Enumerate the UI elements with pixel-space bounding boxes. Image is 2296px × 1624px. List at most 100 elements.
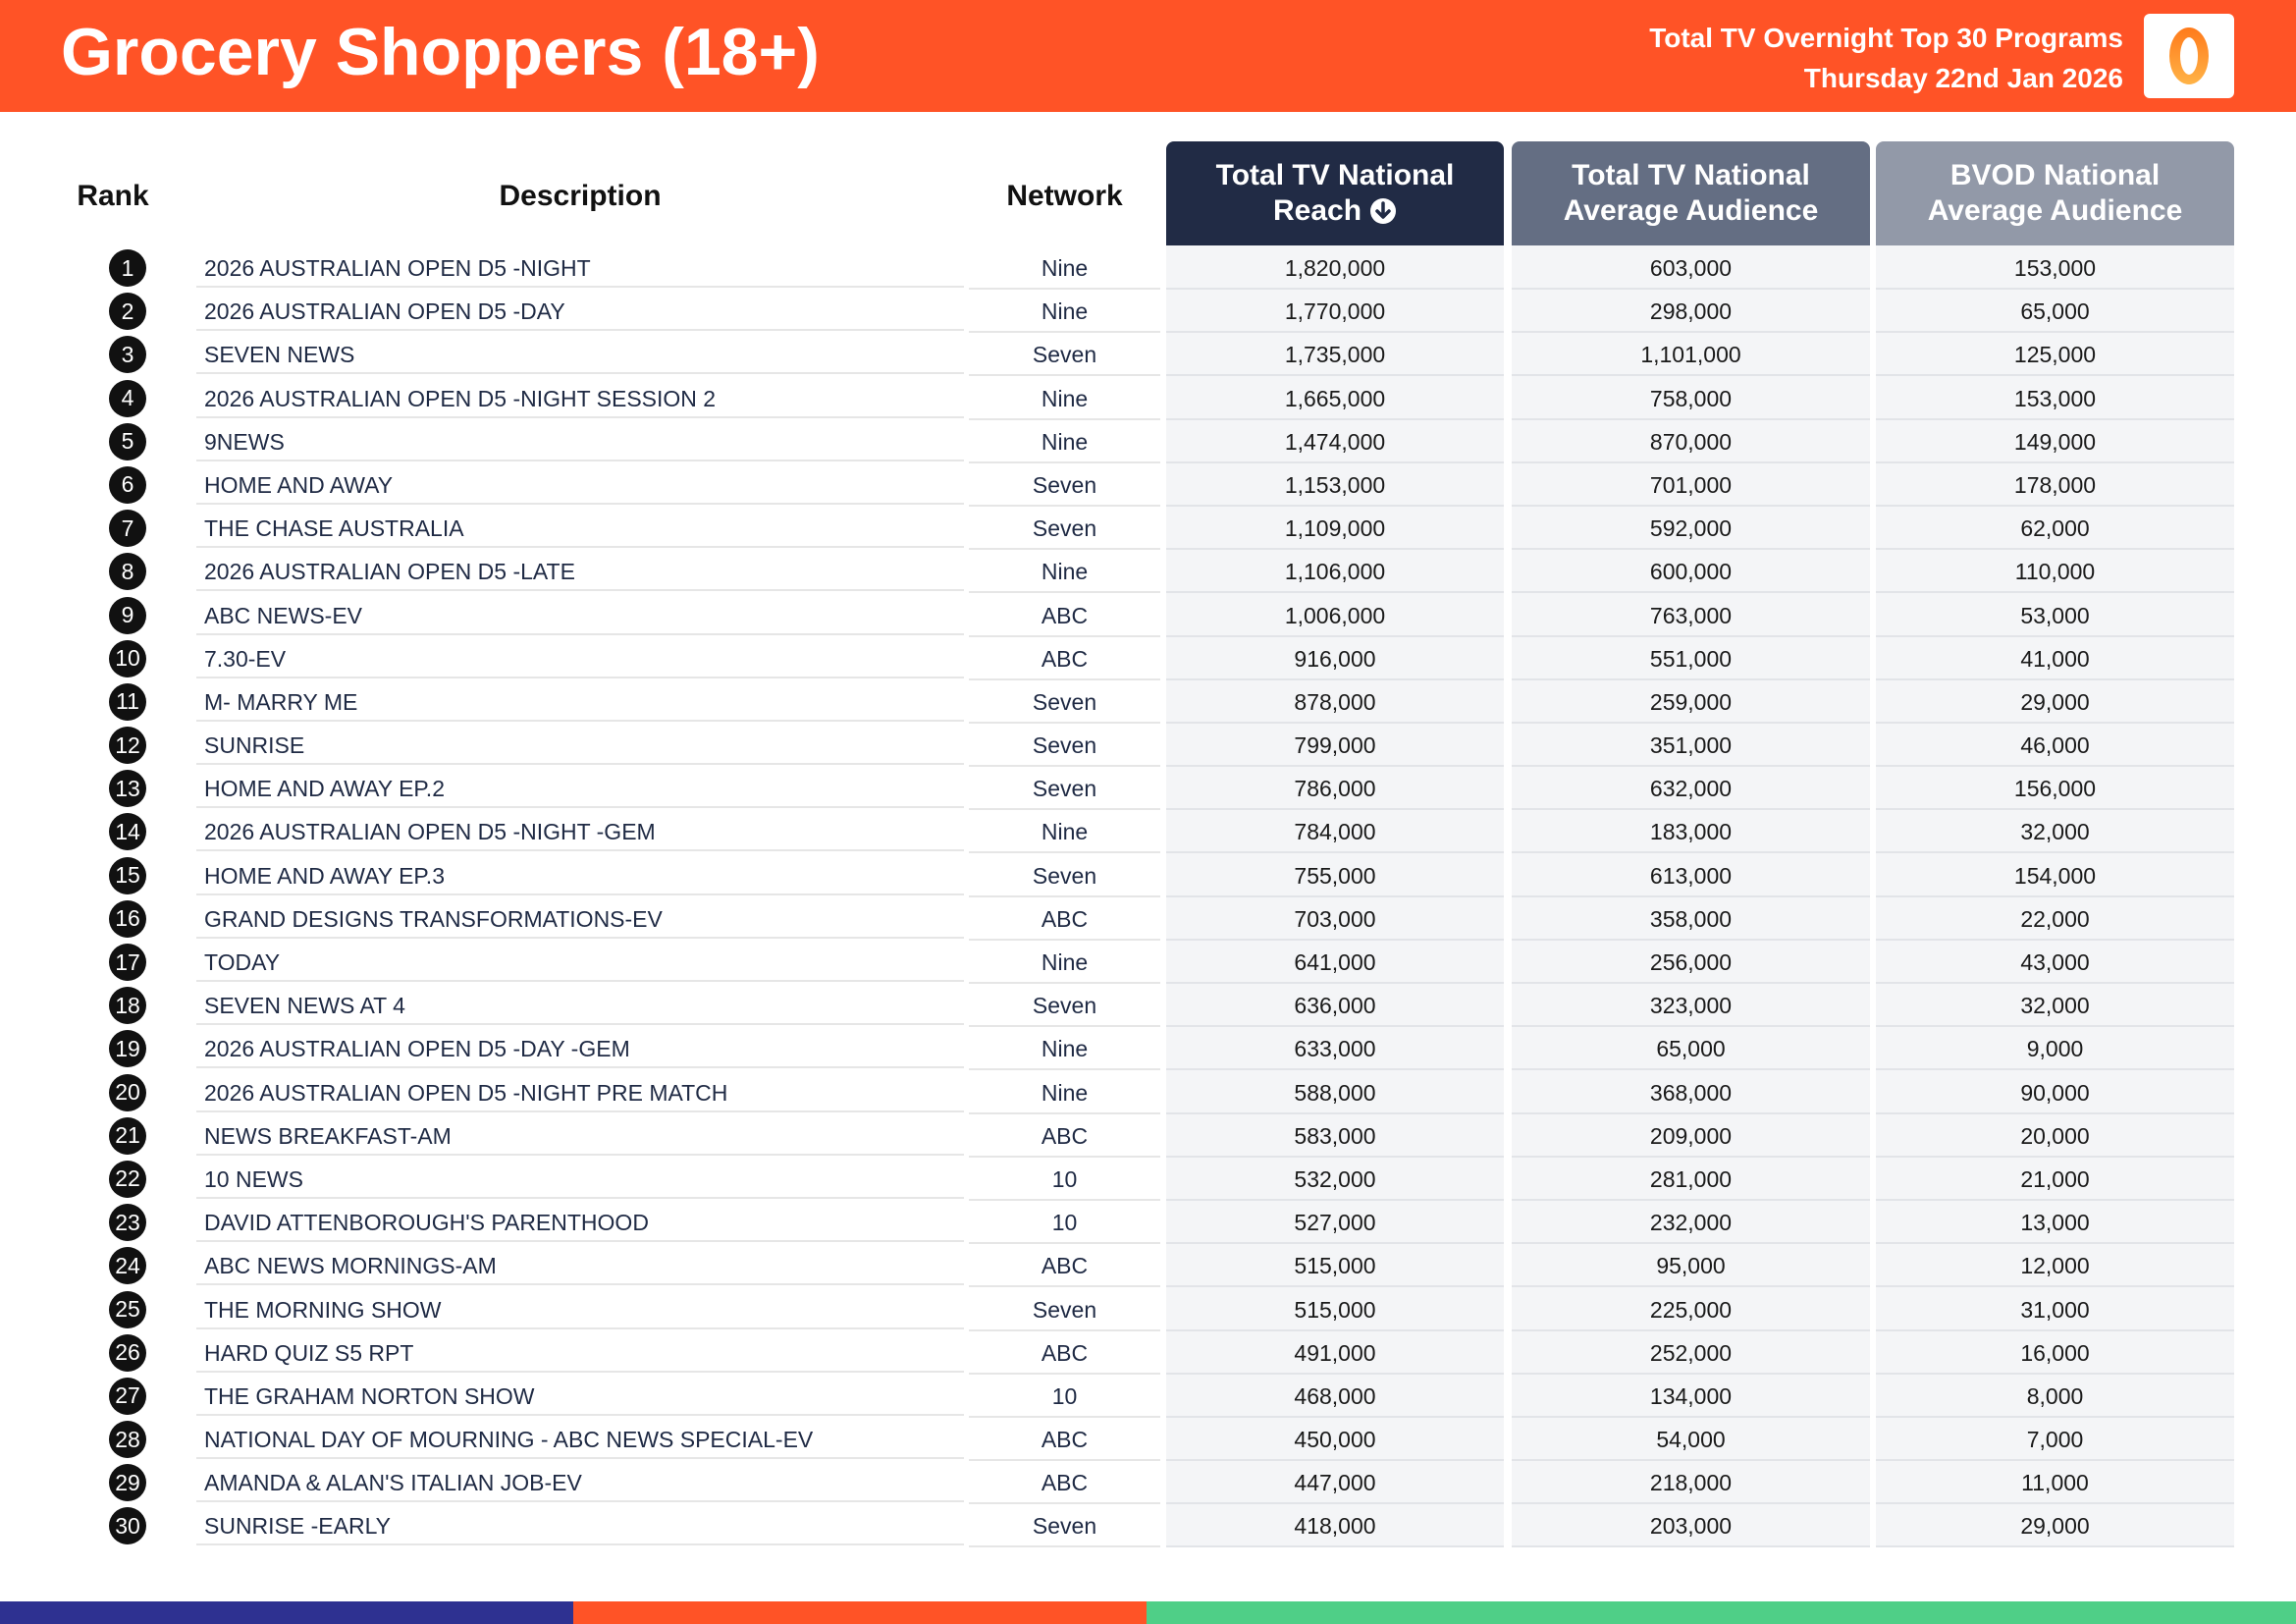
program-description: THE GRAHAM NORTON SHOW (196, 1374, 964, 1416)
table-row[interactable]: 13 HOME AND AWAY EP.2 Seven 786,000 632,000 1… (0, 766, 2296, 811)
rank-badge: 27 (109, 1377, 146, 1415)
bvod-audience-cell: 7,000 (1876, 1417, 2234, 1462)
table-row[interactable]: 14 2026 AUSTRALIAN OPEN D5 -NIGHT -GEM Nin… (0, 809, 2296, 854)
program-description: 9NEWS (196, 419, 964, 461)
table-row[interactable]: 4 2026 AUSTRALIAN OPEN D5 -NIGHT SESSION … (0, 376, 2296, 420)
reach-cell: 878,000 (1166, 679, 1504, 724)
table-row[interactable]: 22 10 NEWS 10 532,000 281,000 21,000 (0, 1157, 2296, 1201)
network-cell: Nine (969, 289, 1160, 334)
table-row[interactable]: 2 2026 AUSTRALIAN OPEN D5 -DAY Nine 1,770,0… (0, 289, 2296, 334)
program-description: HARD QUIZ S5 RPT (196, 1330, 964, 1373)
bvod-audience-cell: 16,000 (1876, 1330, 2234, 1375)
rank-badge: 12 (109, 727, 146, 765)
network-cell: Nine (969, 376, 1160, 420)
rank-badge: 18 (109, 987, 146, 1025)
bvod-audience-column-header[interactable]: BVOD National Average Audience (1876, 141, 2234, 245)
rank-badge: 23 (109, 1204, 146, 1242)
program-description: TODAY (196, 940, 964, 982)
network-cell: Seven (969, 766, 1160, 811)
program-description: 2026 AUSTRALIAN OPEN D5 -NIGHT SESSION 2 (196, 376, 964, 418)
network-cell: Seven (969, 723, 1160, 768)
rank-badge: 13 (109, 770, 146, 808)
table-row[interactable]: 24 ABC NEWS MORNINGS-AM ABC 515,000 95,000 12… (0, 1243, 2296, 1288)
network-cell: ABC (969, 593, 1160, 637)
avg-audience-cell: 758,000 (1512, 376, 1870, 420)
reach-cell: 703,000 (1166, 896, 1504, 941)
bvod-audience-cell: 29,000 (1876, 1503, 2234, 1548)
bvod-audience-cell: 125,000 (1876, 332, 2234, 377)
table-row[interactable]: 17 TODAY Nine 641,000 256,000 43,000 (0, 940, 2296, 984)
bvod-audience-cell: 22,000 (1876, 896, 2234, 941)
table-row[interactable]: 8 2026 AUSTRALIAN OPEN D5 -LATE Nine 1,106,… (0, 549, 2296, 594)
bvod-audience-cell: 178,000 (1876, 462, 2234, 507)
avg-audience-cell: 134,000 (1512, 1374, 1870, 1418)
reach-cell: 491,000 (1166, 1330, 1504, 1375)
bvod-audience-cell: 8,000 (1876, 1374, 2234, 1418)
table-row[interactable]: 10 7.30-EV ABC 916,000 551,000 41,000 (0, 636, 2296, 680)
sort-descending-icon[interactable] (1369, 197, 1397, 225)
table-row[interactable]: 7 THE CHASE AUSTRALIA Seven 1,109,000 592,00… (0, 506, 2296, 551)
rank-badge: 6 (109, 465, 146, 504)
avg-audience-cell: 701,000 (1512, 462, 1870, 507)
avg-audience-cell: 368,000 (1512, 1070, 1870, 1114)
bvod-header-line1: BVOD National (1949, 159, 2161, 191)
avg-audience-cell: 95,000 (1512, 1243, 1870, 1288)
table-row[interactable]: 16 GRAND DESIGNS TRANSFORMATIONS-EV ABC 703… (0, 896, 2296, 941)
network-cell: ABC (969, 1243, 1160, 1288)
program-description: SEVEN NEWS (196, 332, 964, 375)
reach-column-header[interactable]: Total TV National Reach (1166, 141, 1504, 245)
table-row[interactable]: 20 2026 AUSTRALIAN OPEN D5 -NIGHT PRE MAT… (0, 1070, 2296, 1114)
table-row[interactable]: 28 NATIONAL DAY OF MOURNING - ABC NEWS SP… (0, 1417, 2296, 1462)
table-row[interactable]: 27 THE GRAHAM NORTON SHOW 10 468,000 134,000… (0, 1374, 2296, 1418)
table-row[interactable]: 1 2026 AUSTRALIAN OPEN D5 -NIGHT Nine 1,820… (0, 245, 2296, 290)
program-description: 2026 AUSTRALIAN OPEN D5 -LATE (196, 549, 964, 592)
avg-audience-cell: 613,000 (1512, 853, 1870, 897)
reach-cell: 1,006,000 (1166, 593, 1504, 637)
bvod-audience-cell: 41,000 (1876, 636, 2234, 680)
network-cell: ABC (969, 896, 1160, 941)
rank-column-header: Rank (77, 180, 149, 212)
bvod-audience-cell: 154,000 (1876, 853, 2234, 897)
rank-badge: 9 (109, 596, 146, 634)
bvod-audience-cell: 12,000 (1876, 1243, 2234, 1288)
network-cell: ABC (969, 636, 1160, 680)
network-cell: ABC (969, 1417, 1160, 1462)
table-row[interactable]: 12 SUNRISE Seven 799,000 351,000 46,000 (0, 723, 2296, 768)
program-description: THE MORNING SHOW (196, 1287, 964, 1329)
table-row[interactable]: 23 DAVID ATTENBOROUGH'S PARENTHOOD 10 527,0… (0, 1200, 2296, 1245)
reach-cell: 636,000 (1166, 983, 1504, 1028)
avg-audience-cell: 281,000 (1512, 1157, 1870, 1201)
table-row[interactable]: 30 SUNRISE -EARLY Seven 418,000 203,000 29,00… (0, 1503, 2296, 1548)
table-row[interactable]: 18 SEVEN NEWS AT 4 Seven 636,000 323,000 32,0… (0, 983, 2296, 1028)
reach-cell: 1,109,000 (1166, 506, 1504, 551)
rank-badge: 30 (109, 1507, 146, 1545)
table-row[interactable]: 9 ABC NEWS-EV ABC 1,006,000 763,000 53,000 (0, 593, 2296, 637)
page-title: Grocery Shoppers (18+) (61, 15, 820, 89)
table-row[interactable]: 26 HARD QUIZ S5 RPT ABC 491,000 252,000 16,00… (0, 1330, 2296, 1375)
network-cell: Seven (969, 679, 1160, 724)
reach-cell: 583,000 (1166, 1113, 1504, 1158)
table-row[interactable]: 19 2026 AUSTRALIAN OPEN D5 -DAY -GEM Nine 6… (0, 1026, 2296, 1071)
table-row[interactable]: 21 NEWS BREAKFAST-AM ABC 583,000 209,000 20,0… (0, 1113, 2296, 1158)
reach-cell: 1,770,000 (1166, 289, 1504, 334)
avg-audience-column-header[interactable]: Total TV National Average Audience (1512, 141, 1870, 245)
program-description: GRAND DESIGNS TRANSFORMATIONS-EV (196, 896, 964, 939)
reach-cell: 1,735,000 (1166, 332, 1504, 377)
avg-audience-cell: 592,000 (1512, 506, 1870, 551)
table-row[interactable]: 25 THE MORNING SHOW Seven 515,000 225,000 31,… (0, 1287, 2296, 1331)
table-row[interactable]: 15 HOME AND AWAY EP.3 Seven 755,000 613,000 1… (0, 853, 2296, 897)
avg-audience-cell: 551,000 (1512, 636, 1870, 680)
table-row[interactable]: 3 SEVEN NEWS Seven 1,735,000 1,101,000 125,00… (0, 332, 2296, 377)
bvod-audience-cell: 32,000 (1876, 983, 2234, 1028)
program-description: M- MARRY ME (196, 679, 964, 722)
footer-bar-blue (0, 1601, 573, 1624)
table-row[interactable]: 5 9NEWS Nine 1,474,000 870,000 149,000 (0, 419, 2296, 463)
rank-badge: 1 (109, 249, 146, 287)
reach-cell: 784,000 (1166, 809, 1504, 854)
bvod-audience-cell: 11,000 (1876, 1460, 2234, 1505)
table-row[interactable]: 11 M- MARRY ME Seven 878,000 259,000 29,000 (0, 679, 2296, 724)
table-row[interactable]: 6 HOME AND AWAY Seven 1,153,000 701,000 178,0… (0, 462, 2296, 507)
reach-cell: 916,000 (1166, 636, 1504, 680)
reach-cell: 1,153,000 (1166, 462, 1504, 507)
table-row[interactable]: 29 AMANDA & ALAN'S ITALIAN JOB-EV ABC 447,0… (0, 1460, 2296, 1505)
